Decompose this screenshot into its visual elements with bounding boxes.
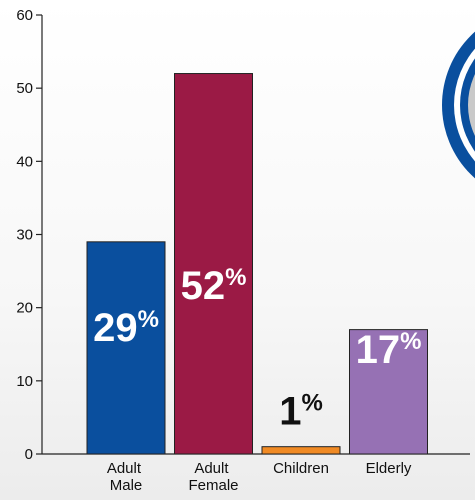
x-tick-label-line: Adult	[194, 460, 232, 477]
x-tick-label-line: Elderly	[366, 460, 412, 477]
x-tick-label: Adult Male	[107, 460, 145, 494]
value-label-unit: %	[138, 306, 159, 333]
x-tick-label: Elderly	[366, 460, 412, 477]
value-label-number: 1	[279, 390, 301, 434]
y-tick-label: 0	[25, 446, 33, 463]
bar	[174, 73, 253, 455]
y-tick-label: 40	[16, 153, 33, 170]
value-label: 1%	[279, 390, 323, 434]
value-label: 17%	[356, 328, 422, 372]
x-tick-label-line: Male	[110, 477, 143, 494]
value-label: 52%	[181, 264, 247, 308]
plot-area: 0 10 20 30 40 50 60 Adult Male 29% Adult Female 52…	[16, 7, 470, 494]
value-label-unit: %	[301, 390, 322, 417]
value-label-unit: %	[225, 264, 246, 291]
bar	[349, 329, 428, 455]
bar	[261, 446, 341, 455]
bar	[86, 241, 166, 455]
value-label-unit: %	[400, 328, 421, 355]
decorative-badge	[442, 31, 475, 179]
y-tick-label: 50	[16, 80, 33, 97]
y-tick-label: 60	[16, 7, 33, 24]
y-tick-label: 20	[16, 300, 33, 317]
x-tick-label-line: Female	[188, 477, 238, 494]
x-tick-label-line: Adult	[107, 460, 145, 477]
value-label: 29%	[93, 306, 159, 350]
x-tick-label-line: Children	[273, 460, 329, 477]
value-label-number: 52	[181, 264, 226, 308]
value-label-number: 29	[93, 306, 138, 350]
x-tick-label: Adult Female	[188, 460, 238, 494]
y-tick-label: 10	[16, 373, 33, 390]
y-tick-label: 30	[16, 227, 33, 244]
value-label-number: 17	[356, 328, 401, 372]
x-tick-label: Children	[273, 460, 329, 477]
